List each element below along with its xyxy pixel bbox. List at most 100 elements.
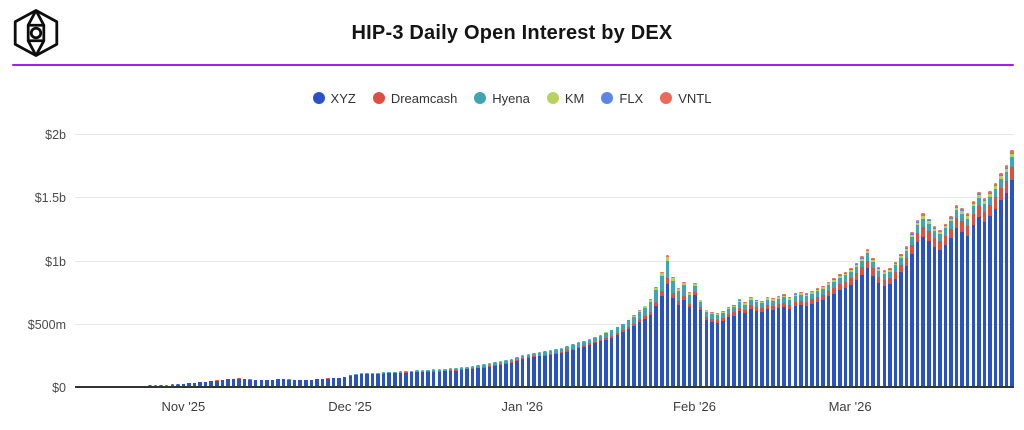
bar-day-77[interactable] [503,135,509,388]
bar-day-93[interactable] [592,135,598,388]
bar-day-162[interactable] [976,135,982,388]
bar-day-34[interactable] [264,135,270,388]
bar-day-36[interactable] [275,135,281,388]
bar-day-80[interactable] [520,135,526,388]
bar-day-83[interactable] [537,135,543,388]
bar-day-73[interactable] [481,135,487,388]
bar-day-55[interactable] [381,135,387,388]
bar-day-26[interactable] [220,135,226,388]
bar-day-50[interactable] [353,135,359,388]
bar-day-98[interactable] [620,135,626,388]
bar-day-23[interactable] [203,135,209,388]
bar-day-90[interactable] [576,135,582,388]
bar-day-84[interactable] [542,135,548,388]
bar-day-49[interactable] [348,135,354,388]
bar-day-146[interactable] [887,135,893,388]
bar-day-70[interactable] [464,135,470,388]
bar-day-37[interactable] [281,135,287,388]
bar-day-166[interactable] [998,135,1004,388]
bar-day-118[interactable] [731,135,737,388]
bar-day-92[interactable] [587,135,593,388]
bar-day-149[interactable] [904,135,910,388]
legend-item-dreamcash[interactable]: Dreamcash [372,91,457,106]
bar-day-61[interactable] [414,135,420,388]
bar-day-99[interactable] [626,135,632,388]
bar-day-68[interactable] [453,135,459,388]
bar-day-103[interactable] [648,135,654,388]
bar-day-135[interactable] [826,135,832,388]
bar-day-46[interactable] [331,135,337,388]
bar-day-28[interactable] [231,135,237,388]
legend-item-km[interactable]: KM [546,91,584,106]
bar-day-130[interactable] [798,135,804,388]
bar-day-125[interactable] [770,135,776,388]
bar-day-40[interactable] [298,135,304,388]
bar-day-81[interactable] [526,135,532,388]
bar-day-110[interactable] [687,135,693,388]
bar-day-57[interactable] [392,135,398,388]
bar-day-154[interactable] [932,135,938,388]
bar-day-87[interactable] [559,135,565,388]
bar-day-147[interactable] [893,135,899,388]
bar-day-95[interactable] [603,135,609,388]
bar-day-58[interactable] [398,135,404,388]
bar-day-145[interactable] [882,135,888,388]
bar-day-42[interactable] [309,135,315,388]
bar-day-88[interactable] [565,135,571,388]
bar-day-69[interactable] [459,135,465,388]
legend-item-vntl[interactable]: VNTL [660,91,711,106]
bar-day-96[interactable] [609,135,615,388]
bar-day-117[interactable] [726,135,732,388]
bar-day-62[interactable] [420,135,426,388]
bar-day-30[interactable] [242,135,248,388]
bar-day-35[interactable] [270,135,276,388]
bar-day-29[interactable] [236,135,242,388]
bar-day-140[interactable] [854,135,860,388]
bar-day-47[interactable] [336,135,342,388]
bar-day-107[interactable] [670,135,676,388]
bar-day-48[interactable] [342,135,348,388]
bar-day-82[interactable] [531,135,537,388]
bar-day-126[interactable] [776,135,782,388]
bar-day-159[interactable] [959,135,965,388]
bar-day-75[interactable] [492,135,498,388]
bar-day-160[interactable] [965,135,971,388]
bar-day-161[interactable] [971,135,977,388]
bar-day-56[interactable] [387,135,393,388]
bar-day-72[interactable] [476,135,482,388]
bar-day-120[interactable] [743,135,749,388]
bar-day-31[interactable] [247,135,253,388]
bar-day-143[interactable] [870,135,876,388]
bar-day-102[interactable] [642,135,648,388]
bar-day-74[interactable] [487,135,493,388]
bar-day-168[interactable] [1010,135,1016,388]
bar-day-123[interactable] [759,135,765,388]
bar-day-137[interactable] [837,135,843,388]
bar-day-67[interactable] [448,135,454,388]
bar-day-54[interactable] [375,135,381,388]
bar-day-63[interactable] [425,135,431,388]
bar-day-157[interactable] [948,135,954,388]
bar-day-158[interactable] [954,135,960,388]
legend-item-xyz[interactable]: XYZ [312,91,356,106]
bar-day-152[interactable] [921,135,927,388]
bar-day-101[interactable] [637,135,643,388]
bar-day-66[interactable] [442,135,448,388]
bar-day-132[interactable] [809,135,815,388]
bar-day-52[interactable] [364,135,370,388]
bar-day-156[interactable] [943,135,949,388]
bar-day-155[interactable] [937,135,943,388]
bar-day-163[interactable] [982,135,988,388]
bar-day-71[interactable] [470,135,476,388]
bar-day-151[interactable] [915,135,921,388]
bar-day-134[interactable] [820,135,826,388]
bar-day-127[interactable] [781,135,787,388]
legend-item-flx[interactable]: FLX [601,91,643,106]
bar-day-165[interactable] [993,135,999,388]
bar-day-38[interactable] [286,135,292,388]
bar-day-136[interactable] [832,135,838,388]
bar-day-153[interactable] [926,135,932,388]
bar-day-59[interactable] [403,135,409,388]
bar-day-142[interactable] [865,135,871,388]
bar-day-121[interactable] [748,135,754,388]
